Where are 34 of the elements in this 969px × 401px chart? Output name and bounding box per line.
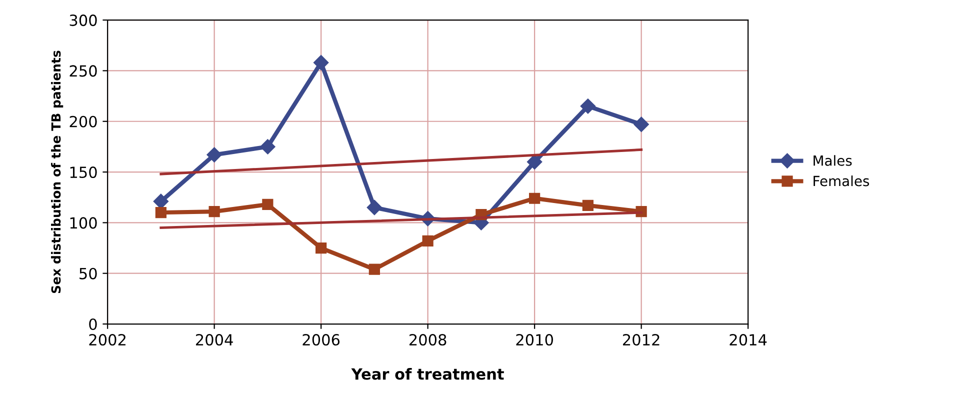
point: [526, 154, 542, 170]
point: [366, 200, 382, 216]
point: [208, 206, 220, 218]
y-tick-label: 200: [70, 116, 97, 128]
x-tick-label: 2006: [302, 334, 340, 346]
x-tick-label: 2004: [196, 334, 233, 346]
y-tick-label: 100: [70, 217, 97, 229]
legend-label: Males: [814, 155, 852, 166]
y-tick-label: 0: [89, 318, 97, 330]
point: [634, 116, 649, 132]
x-axis-title: Year of treatment: [351, 368, 504, 380]
point: [582, 200, 594, 212]
legend-label: Females: [814, 176, 870, 186]
point: [262, 198, 274, 210]
point: [529, 192, 540, 204]
point: [206, 147, 222, 162]
point: [422, 235, 434, 246]
x-tick-label: 2014: [730, 334, 767, 346]
point: [580, 98, 596, 114]
y-tick-label: 250: [70, 65, 97, 77]
y-tick-label: 300: [70, 14, 97, 26]
point: [153, 194, 169, 209]
y-axis-title: Sex distribution of the TB patients: [51, 50, 64, 294]
x-tick-label: 2008: [409, 334, 446, 346]
x-tick-label: 2012: [622, 334, 660, 346]
point: [316, 242, 327, 254]
point: [260, 139, 276, 154]
y-tick-label: 150: [70, 166, 97, 178]
point: [368, 264, 380, 275]
x-tick-label: 2002: [89, 334, 126, 346]
point: [155, 207, 166, 218]
y-tick-label: 50: [80, 268, 97, 280]
point: [313, 55, 329, 70]
x-tick-label: 2010: [516, 334, 553, 346]
